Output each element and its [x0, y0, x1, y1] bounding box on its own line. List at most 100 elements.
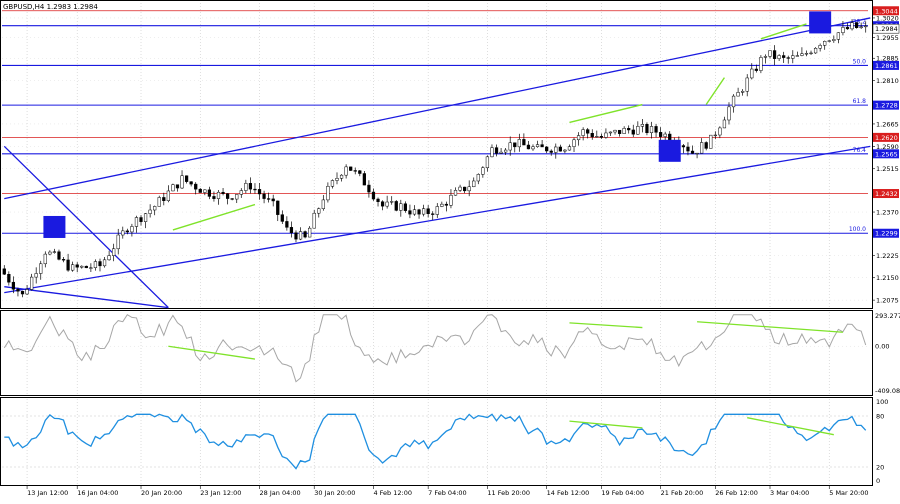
price-label-text: 1.2565 — [875, 150, 898, 158]
candle-body — [759, 57, 763, 71]
cci-axis-label: -409.084 — [875, 387, 900, 395]
candle-body — [52, 251, 57, 253]
candle-body — [339, 174, 344, 179]
candle-body — [239, 190, 243, 195]
candle-body — [75, 264, 79, 268]
candle-body — [189, 181, 193, 185]
price-tick-label: 1.2955 — [876, 34, 899, 42]
candle-body — [535, 144, 540, 148]
candle-body — [481, 167, 485, 175]
candle-body — [376, 198, 380, 202]
candle-body — [476, 174, 480, 182]
time-tick-label: 13 Jan 12:00 — [27, 489, 68, 497]
time-tick-label: 19 Feb 04:00 — [601, 489, 644, 497]
price-label-box — [873, 189, 899, 199]
fib-level-label: 50.0 — [853, 58, 867, 65]
candle-body — [25, 289, 29, 295]
price-label-box — [873, 60, 899, 70]
candle-body — [586, 129, 590, 134]
candle-body — [727, 106, 731, 121]
price-tick-label: 1.2515 — [876, 165, 899, 173]
candle-body — [640, 124, 645, 127]
price-label-box — [873, 6, 899, 16]
candle-body — [317, 208, 321, 214]
rsi-axis-label: 20 — [876, 464, 884, 472]
candle-body — [681, 145, 686, 148]
candle-body — [508, 142, 512, 151]
rsi-axis-label: 0 — [876, 477, 880, 485]
candle-body — [216, 191, 221, 199]
candle-body — [212, 196, 216, 199]
candle-body — [731, 95, 736, 108]
candle-body — [768, 50, 772, 57]
candle-body — [558, 146, 562, 152]
candle-body — [608, 131, 613, 134]
candle-body — [545, 146, 549, 152]
candle-body — [321, 199, 325, 209]
chart-header: GBPUSD,H4 1.2983 1.2984 — [3, 3, 98, 11]
candle-body — [116, 234, 120, 250]
candle-body — [294, 232, 298, 240]
candle-body — [458, 186, 462, 191]
candle-body — [421, 208, 426, 215]
candle-body — [549, 150, 553, 153]
candle-body — [130, 226, 134, 233]
divergence-line — [172, 203, 256, 231]
price-label-box — [873, 132, 899, 142]
candle-body — [485, 156, 490, 168]
time-tick-label: 5 Mar 20:00 — [829, 489, 868, 497]
candle-body — [353, 170, 357, 172]
time-tick-label: 14 Feb 12:00 — [547, 489, 590, 497]
candle-body — [654, 126, 658, 133]
candle-body — [526, 144, 531, 150]
candle-body — [636, 126, 640, 135]
time-tick-label: 4 Feb 12:00 — [373, 489, 412, 497]
candle-body — [39, 263, 43, 274]
time-tick-label: 7 Feb 04:00 — [428, 489, 467, 497]
candle-body — [403, 203, 407, 211]
fib-level-label: 100.0 — [849, 226, 866, 233]
candle-body — [257, 189, 262, 195]
candle-body — [134, 217, 139, 227]
candle-body — [34, 273, 38, 278]
candle-body — [162, 197, 166, 201]
candle-body — [841, 27, 845, 34]
candle-body — [595, 136, 599, 138]
candle-body — [435, 206, 439, 215]
price-tick-label: 1.2370 — [876, 209, 899, 217]
cci-divergence-line — [697, 321, 843, 333]
time-tick-label: 23 Jan 12:00 — [200, 489, 241, 497]
candle-body — [344, 166, 348, 176]
candle-body — [303, 231, 307, 238]
candle-body — [367, 184, 371, 193]
candle-body — [180, 175, 184, 189]
candle-body — [864, 25, 868, 28]
candle-body — [271, 198, 275, 202]
candle-body — [554, 146, 558, 153]
candle-body — [791, 55, 795, 59]
candle-body — [253, 188, 257, 191]
candle-body — [736, 92, 740, 97]
candle-body — [349, 166, 353, 171]
rsi-line — [4, 413, 867, 470]
time-tick-label: 21 Feb 20:00 — [661, 489, 704, 497]
price-panel-border — [0, 0, 873, 309]
candle-body — [93, 261, 98, 268]
candle-body — [335, 178, 339, 181]
cci-axis-label: 293.2779 — [875, 312, 900, 320]
candle-body — [171, 184, 175, 192]
fib-level-label: 76.4 — [853, 147, 867, 154]
divergence-line — [705, 77, 726, 105]
candle-body — [823, 41, 827, 46]
candle-body — [754, 68, 758, 71]
candle-body — [631, 129, 635, 135]
candle-body — [772, 50, 777, 59]
candle-body — [800, 53, 804, 56]
fib-level-label: 61.8 — [853, 98, 867, 105]
candle-body — [786, 57, 790, 59]
candle-body — [576, 135, 581, 141]
candle-body — [859, 26, 863, 29]
candle-body — [198, 188, 202, 193]
